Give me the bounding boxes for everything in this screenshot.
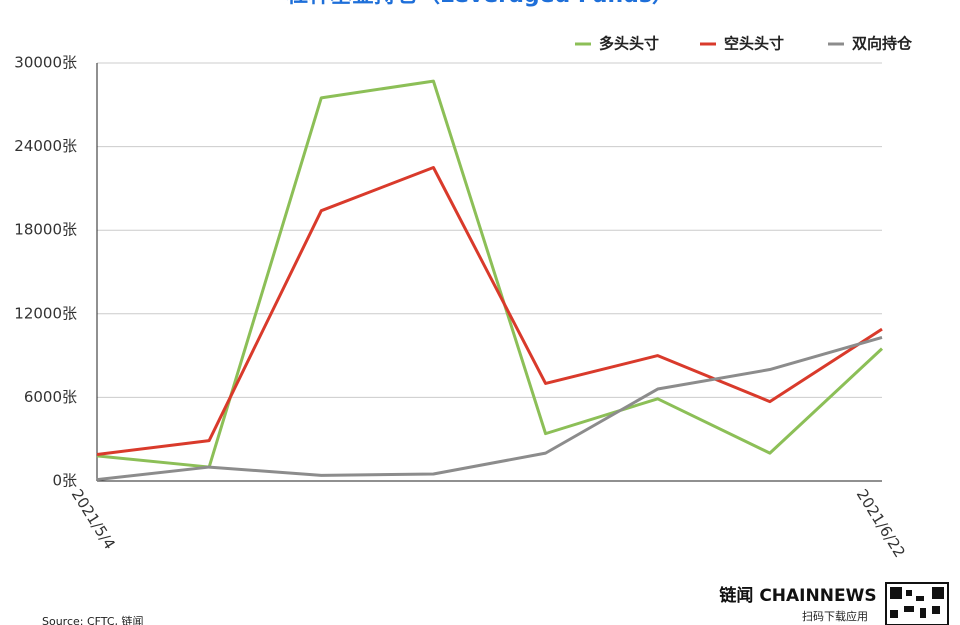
y-tick-label: 12000张 — [14, 304, 77, 322]
legend-label: 空头头寸 — [724, 35, 784, 53]
x-tick-label: 2021/5/4 — [68, 486, 119, 553]
x-tick-label: 2021/6/22 — [853, 486, 909, 561]
qr-code — [885, 582, 949, 625]
y-tick-label: 0张 — [52, 472, 77, 490]
series-line — [96, 166, 883, 457]
source: Source: CFTC, 链闻 — [42, 614, 144, 625]
brand-sub: 扫码下载应用 — [802, 609, 868, 623]
y-tick-label: 24000张 — [14, 137, 77, 155]
legend-label: 双向持仓 — [852, 35, 913, 53]
y-tick-label: 18000张 — [14, 221, 77, 239]
y-tick-label: 6000张 — [24, 388, 77, 406]
chart-title: 杠杆基金持仓（Leveraged Funds） — [286, 0, 674, 8]
series-line — [96, 336, 883, 482]
brand: 链闻 CHAINNEWS — [719, 585, 876, 606]
y-tick-label: 30000张 — [14, 54, 77, 72]
legend-label: 多头头寸 — [599, 35, 659, 53]
